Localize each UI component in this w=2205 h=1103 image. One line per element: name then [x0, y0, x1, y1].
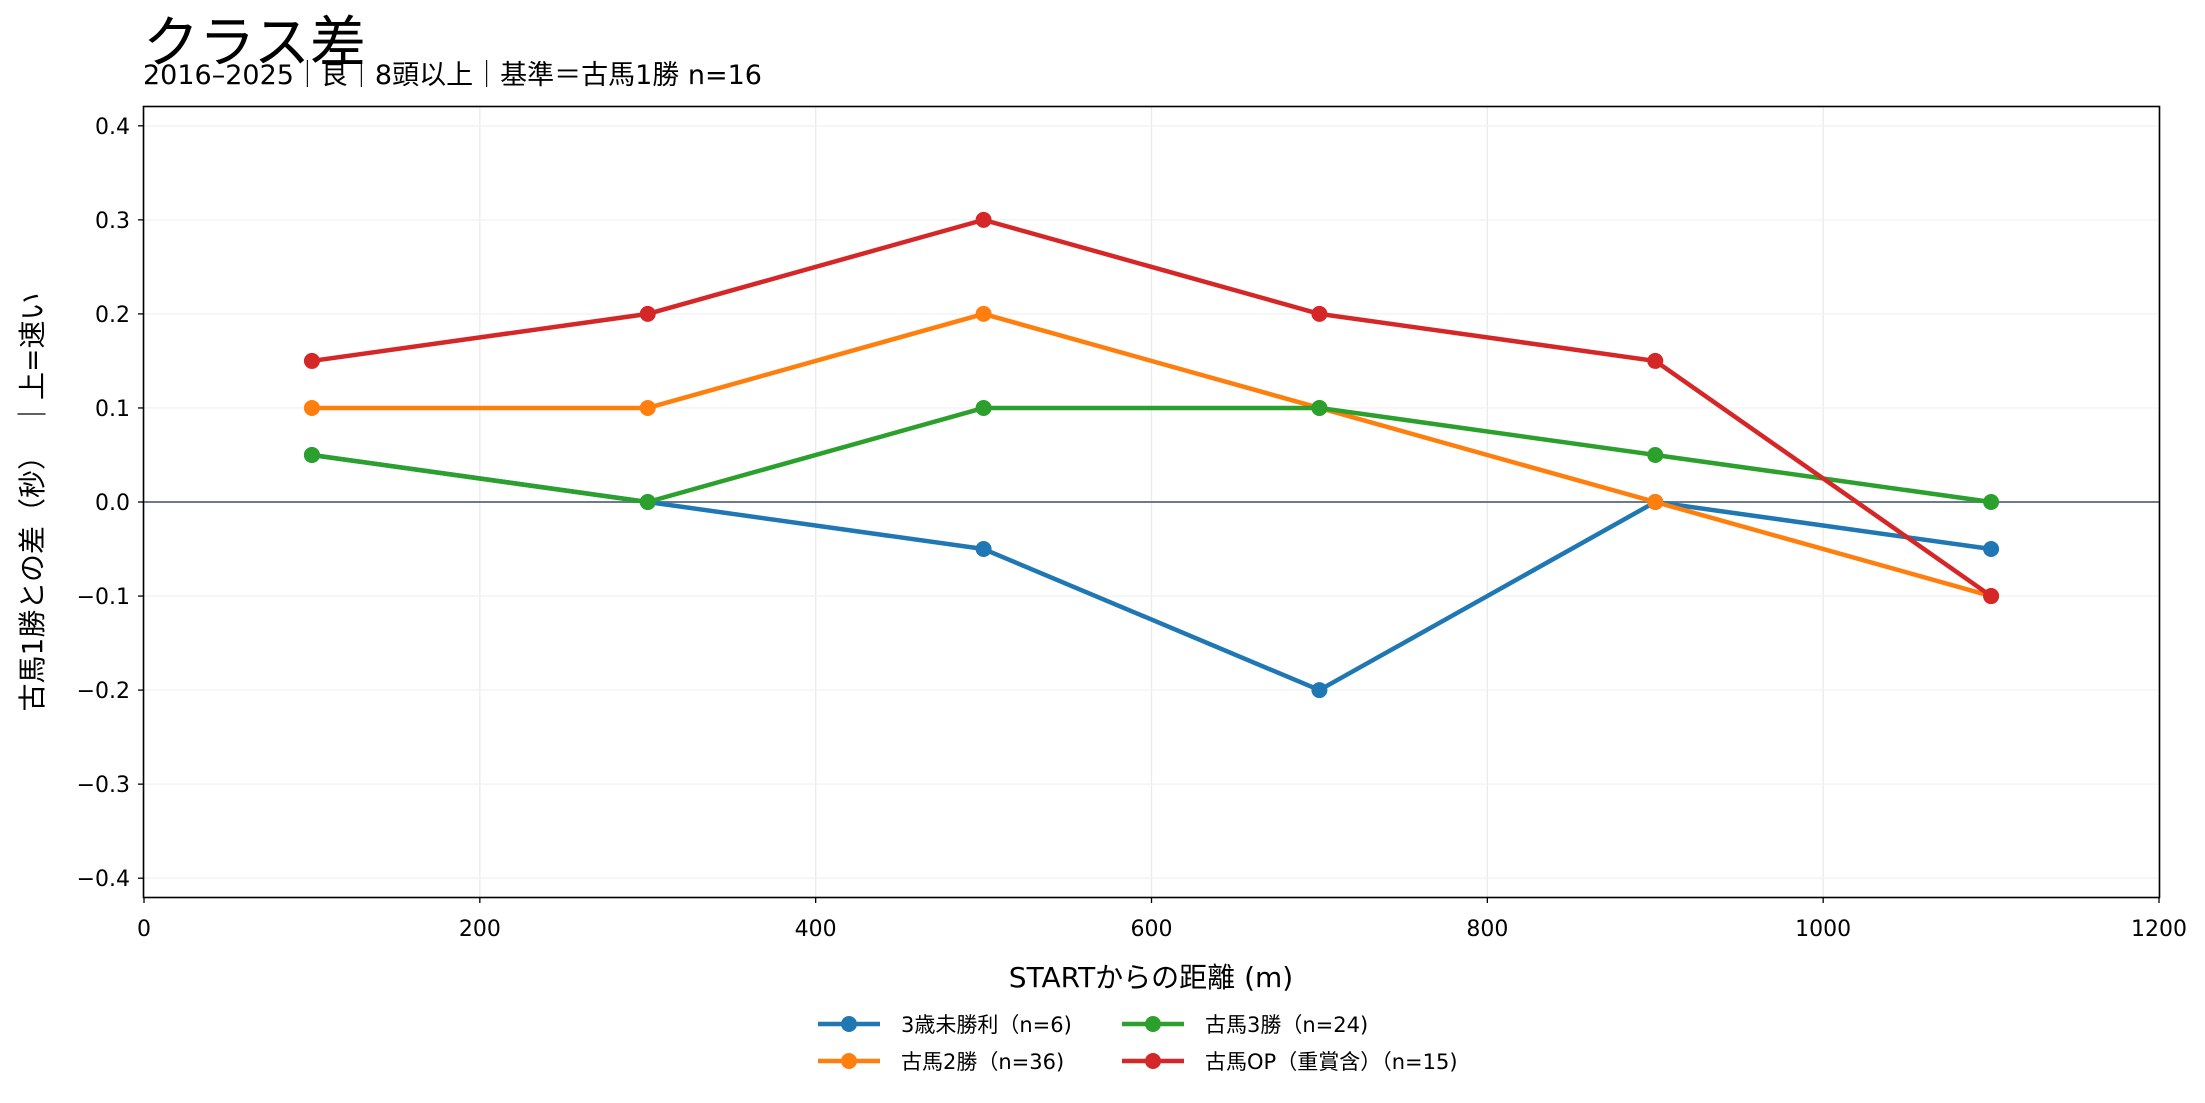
series-line [309, 311, 1994, 599]
y-tick-label: −0.4 [77, 867, 130, 892]
data-point [1647, 446, 1664, 463]
y-tick-label: −0.3 [77, 773, 130, 798]
data-point [1983, 494, 2000, 510]
x-axis-ticks: 0 200 400 600 800 1000 1200 [137, 897, 2187, 942]
x-tick-label: 800 [1466, 917, 1508, 942]
data-point [1647, 494, 1664, 510]
x-tick-label: 0 [137, 917, 151, 942]
legend: 3歳未勝利（n=6) 古馬2勝（n=36) 古馬3勝（n=24) 古馬OP（重賞含）（… [818, 1013, 1458, 1074]
series-line [309, 405, 1994, 505]
data-point [303, 446, 320, 463]
legend-item: 古馬OP（重賞含）（n=15) [1122, 1050, 1458, 1074]
data-point [1311, 399, 1328, 416]
y-tick-label: 0.1 [95, 397, 130, 422]
data-point [639, 399, 656, 416]
y-tick-label: 0.2 [95, 303, 130, 328]
data-point [1311, 682, 1328, 699]
y-axis-label: 古馬1勝との差（秒） ｜上=速い [16, 293, 49, 712]
data-point [1983, 541, 2000, 558]
series-lines [303, 211, 2000, 699]
y-axis-ticks: −0.4 −0.3 −0.2 −0.1 0.0 0.1 0.2 0.3 0.4 [77, 115, 144, 892]
data-point [303, 352, 320, 369]
legend-label: 3歳未勝利（n=6) [901, 1013, 1072, 1037]
x-tick-label: 400 [795, 917, 837, 942]
y-tick-label: 0.0 [95, 491, 130, 516]
series-3 [303, 211, 2000, 605]
legend-marker [841, 1016, 857, 1032]
x-tick-label: 200 [459, 917, 501, 942]
grid [143, 107, 2160, 897]
data-point [975, 541, 992, 558]
data-point [975, 211, 992, 228]
y-tick-label: −0.2 [77, 679, 130, 704]
chart-title: クラス差 [143, 11, 366, 76]
data-point [639, 494, 656, 510]
series-2 [303, 399, 2000, 510]
x-tick-label: 1200 [2131, 917, 2187, 942]
legend-item: 古馬3勝（n=24) [1122, 1013, 1368, 1037]
data-point [1983, 588, 2000, 605]
data-point [639, 305, 656, 322]
y-tick-label: 0.4 [95, 115, 130, 140]
legend-marker [1145, 1053, 1161, 1069]
legend-marker [841, 1053, 857, 1069]
data-point [1647, 352, 1664, 369]
x-axis-label: STARTからの距離 (m) [1009, 961, 1293, 994]
y-tick-label: 0.3 [95, 209, 130, 234]
legend-label: 古馬3勝（n=24) [1205, 1013, 1368, 1037]
x-tick-label: 1000 [1795, 917, 1851, 942]
y-tick-label: −0.1 [77, 585, 130, 610]
data-point [1311, 305, 1328, 322]
legend-marker [1145, 1016, 1161, 1032]
data-point [975, 305, 992, 322]
series-line [309, 217, 1994, 599]
chart-subtitle: 2016–2025｜良｜8頭以上｜基準＝古馬1勝 n=16 [143, 60, 762, 91]
x-tick-label: 600 [1131, 917, 1173, 942]
data-point [303, 399, 320, 416]
legend-item: 古馬2勝（n=36) [818, 1050, 1064, 1074]
legend-item: 3歳未勝利（n=6) [818, 1013, 1072, 1037]
legend-label: 古馬2勝（n=36) [901, 1050, 1064, 1074]
data-point [975, 399, 992, 416]
legend-label: 古馬OP（重賞含）（n=15) [1205, 1050, 1458, 1074]
